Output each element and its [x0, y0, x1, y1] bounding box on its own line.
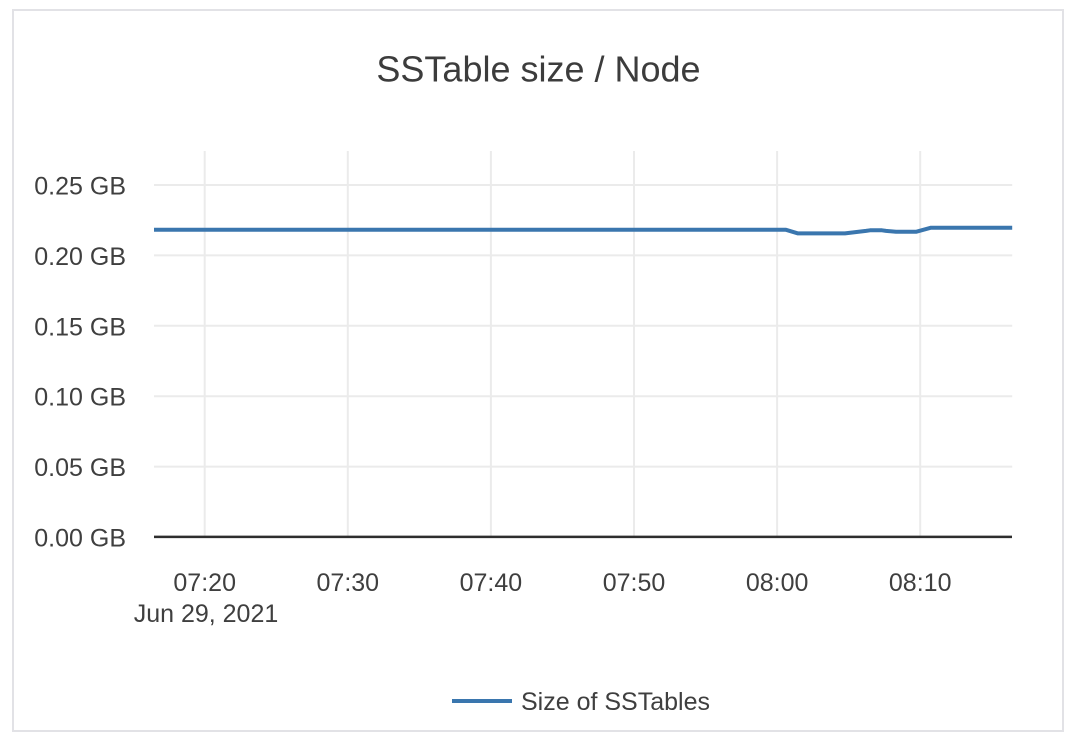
svg-text:Jun 29, 2021: Jun 29, 2021: [134, 600, 279, 628]
svg-text:0.15 GB: 0.15 GB: [34, 313, 126, 341]
svg-text:0.20 GB: 0.20 GB: [34, 243, 126, 271]
svg-text:Size of SSTables: Size of SSTables: [521, 688, 710, 716]
svg-text:0.05 GB: 0.05 GB: [34, 454, 126, 482]
svg-text:0.10 GB: 0.10 GB: [34, 384, 126, 412]
svg-text:07:20: 07:20: [173, 569, 236, 597]
svg-text:SSTable size / Node: SSTable size / Node: [376, 49, 700, 90]
svg-text:08:00: 08:00: [746, 569, 809, 597]
svg-text:07:50: 07:50: [603, 569, 666, 597]
svg-text:07:30: 07:30: [317, 569, 380, 597]
svg-text:07:40: 07:40: [460, 569, 523, 597]
svg-text:0.00 GB: 0.00 GB: [34, 524, 126, 552]
svg-text:08:10: 08:10: [889, 569, 952, 597]
svg-text:0.25 GB: 0.25 GB: [34, 173, 126, 201]
